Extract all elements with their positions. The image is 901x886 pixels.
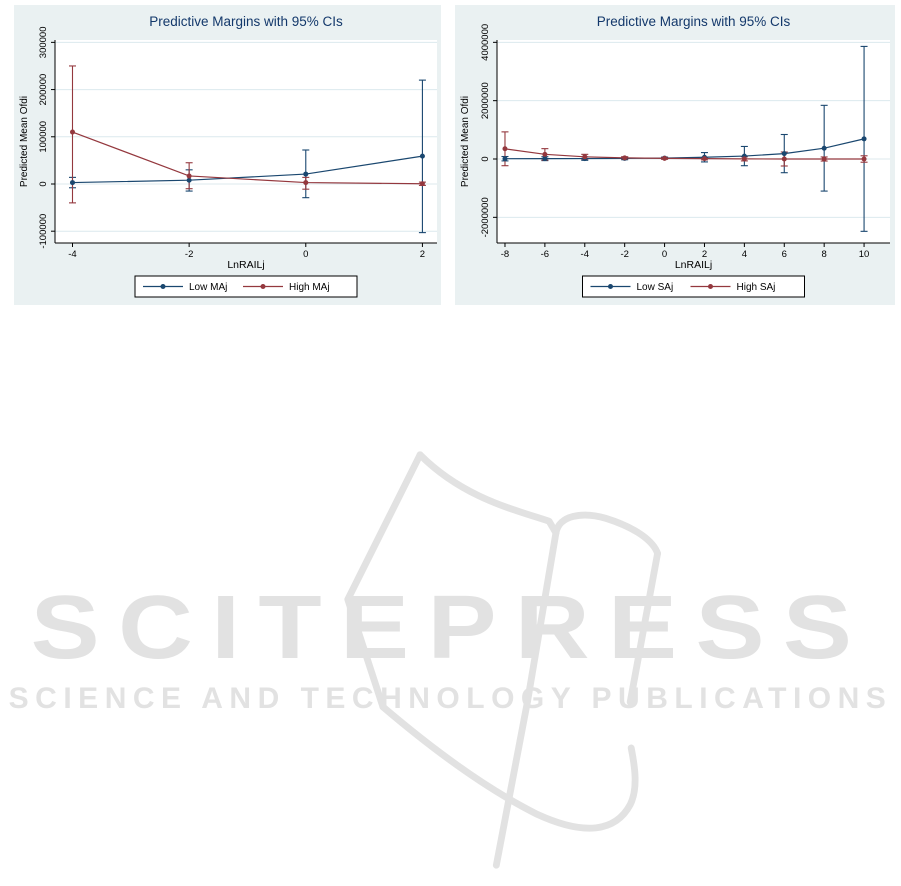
open-book-outline-icon: [344, 451, 661, 869]
svg-text:Predicted Mean Ofdi: Predicted Mean Ofdi: [19, 96, 30, 187]
svg-text:2: 2: [420, 249, 425, 260]
svg-text:High MAj: High MAj: [289, 282, 330, 293]
open-book-strokes: [344, 451, 661, 869]
svg-text:Low MAj: Low MAj: [189, 282, 227, 293]
svg-text:-4: -4: [68, 249, 76, 260]
svg-text:Predictive Margins with 95% CI: Predictive Margins with 95% CIs: [149, 14, 343, 29]
svg-text:4000000: 4000000: [480, 24, 491, 61]
svg-text:Predicted Mean Ofdi: Predicted Mean Ofdi: [460, 96, 471, 187]
predictive-margins-chart-maj: -100000 0 100000 200000 300000 -4 -2 0 2 LnRAILj P…: [19, 14, 437, 298]
svg-text:-8: -8: [501, 249, 509, 260]
svg-text:High SAj: High SAj: [737, 282, 776, 293]
watermark-tagline: SCIENCE AND TECHNOLOGY PUBLICATIONS: [8, 682, 893, 715]
svg-text:200000: 200000: [38, 74, 49, 106]
svg-text:LnRAILj: LnRAILj: [675, 259, 712, 271]
chart-panel-saj: -2000000 0 2000000 4000000 -8 -6 -4 -2 0 2 4 6 8 10 Ln…: [455, 5, 895, 305]
svg-text:4: 4: [742, 249, 747, 260]
svg-text:Predictive Margins with 95% CI: Predictive Margins with 95% CIs: [597, 14, 791, 29]
svg-text:300000: 300000: [38, 27, 49, 59]
svg-text:8: 8: [822, 249, 827, 260]
svg-text:-100000: -100000: [38, 214, 49, 249]
svg-text:-4: -4: [581, 249, 589, 260]
svg-text:100000: 100000: [38, 121, 49, 153]
predictive-margins-chart-saj: -2000000 0 2000000 4000000 -8 -6 -4 -2 0 2 4 6 8 10 Ln…: [460, 14, 890, 298]
svg-text:Low SAj: Low SAj: [637, 282, 674, 293]
svg-text:0: 0: [303, 249, 308, 260]
svg-text:LnRAILj: LnRAILj: [227, 259, 264, 271]
watermark-logo-text: SCITEPRESS: [30, 578, 871, 678]
svg-text:-6: -6: [541, 249, 549, 260]
svg-text:-2: -2: [185, 249, 193, 260]
svg-text:0: 0: [662, 249, 667, 260]
svg-text:2000000: 2000000: [480, 82, 491, 119]
svg-text:0: 0: [38, 181, 49, 186]
svg-text:2: 2: [702, 249, 707, 260]
svg-text:-2: -2: [620, 249, 628, 260]
svg-text:6: 6: [782, 249, 787, 260]
chart-panel-maj: -100000 0 100000 200000 300000 -4 -2 0 2 LnRAILj P…: [14, 5, 441, 305]
svg-text:-2000000: -2000000: [480, 197, 491, 237]
svg-text:0: 0: [480, 156, 491, 161]
svg-text:10: 10: [859, 249, 870, 260]
